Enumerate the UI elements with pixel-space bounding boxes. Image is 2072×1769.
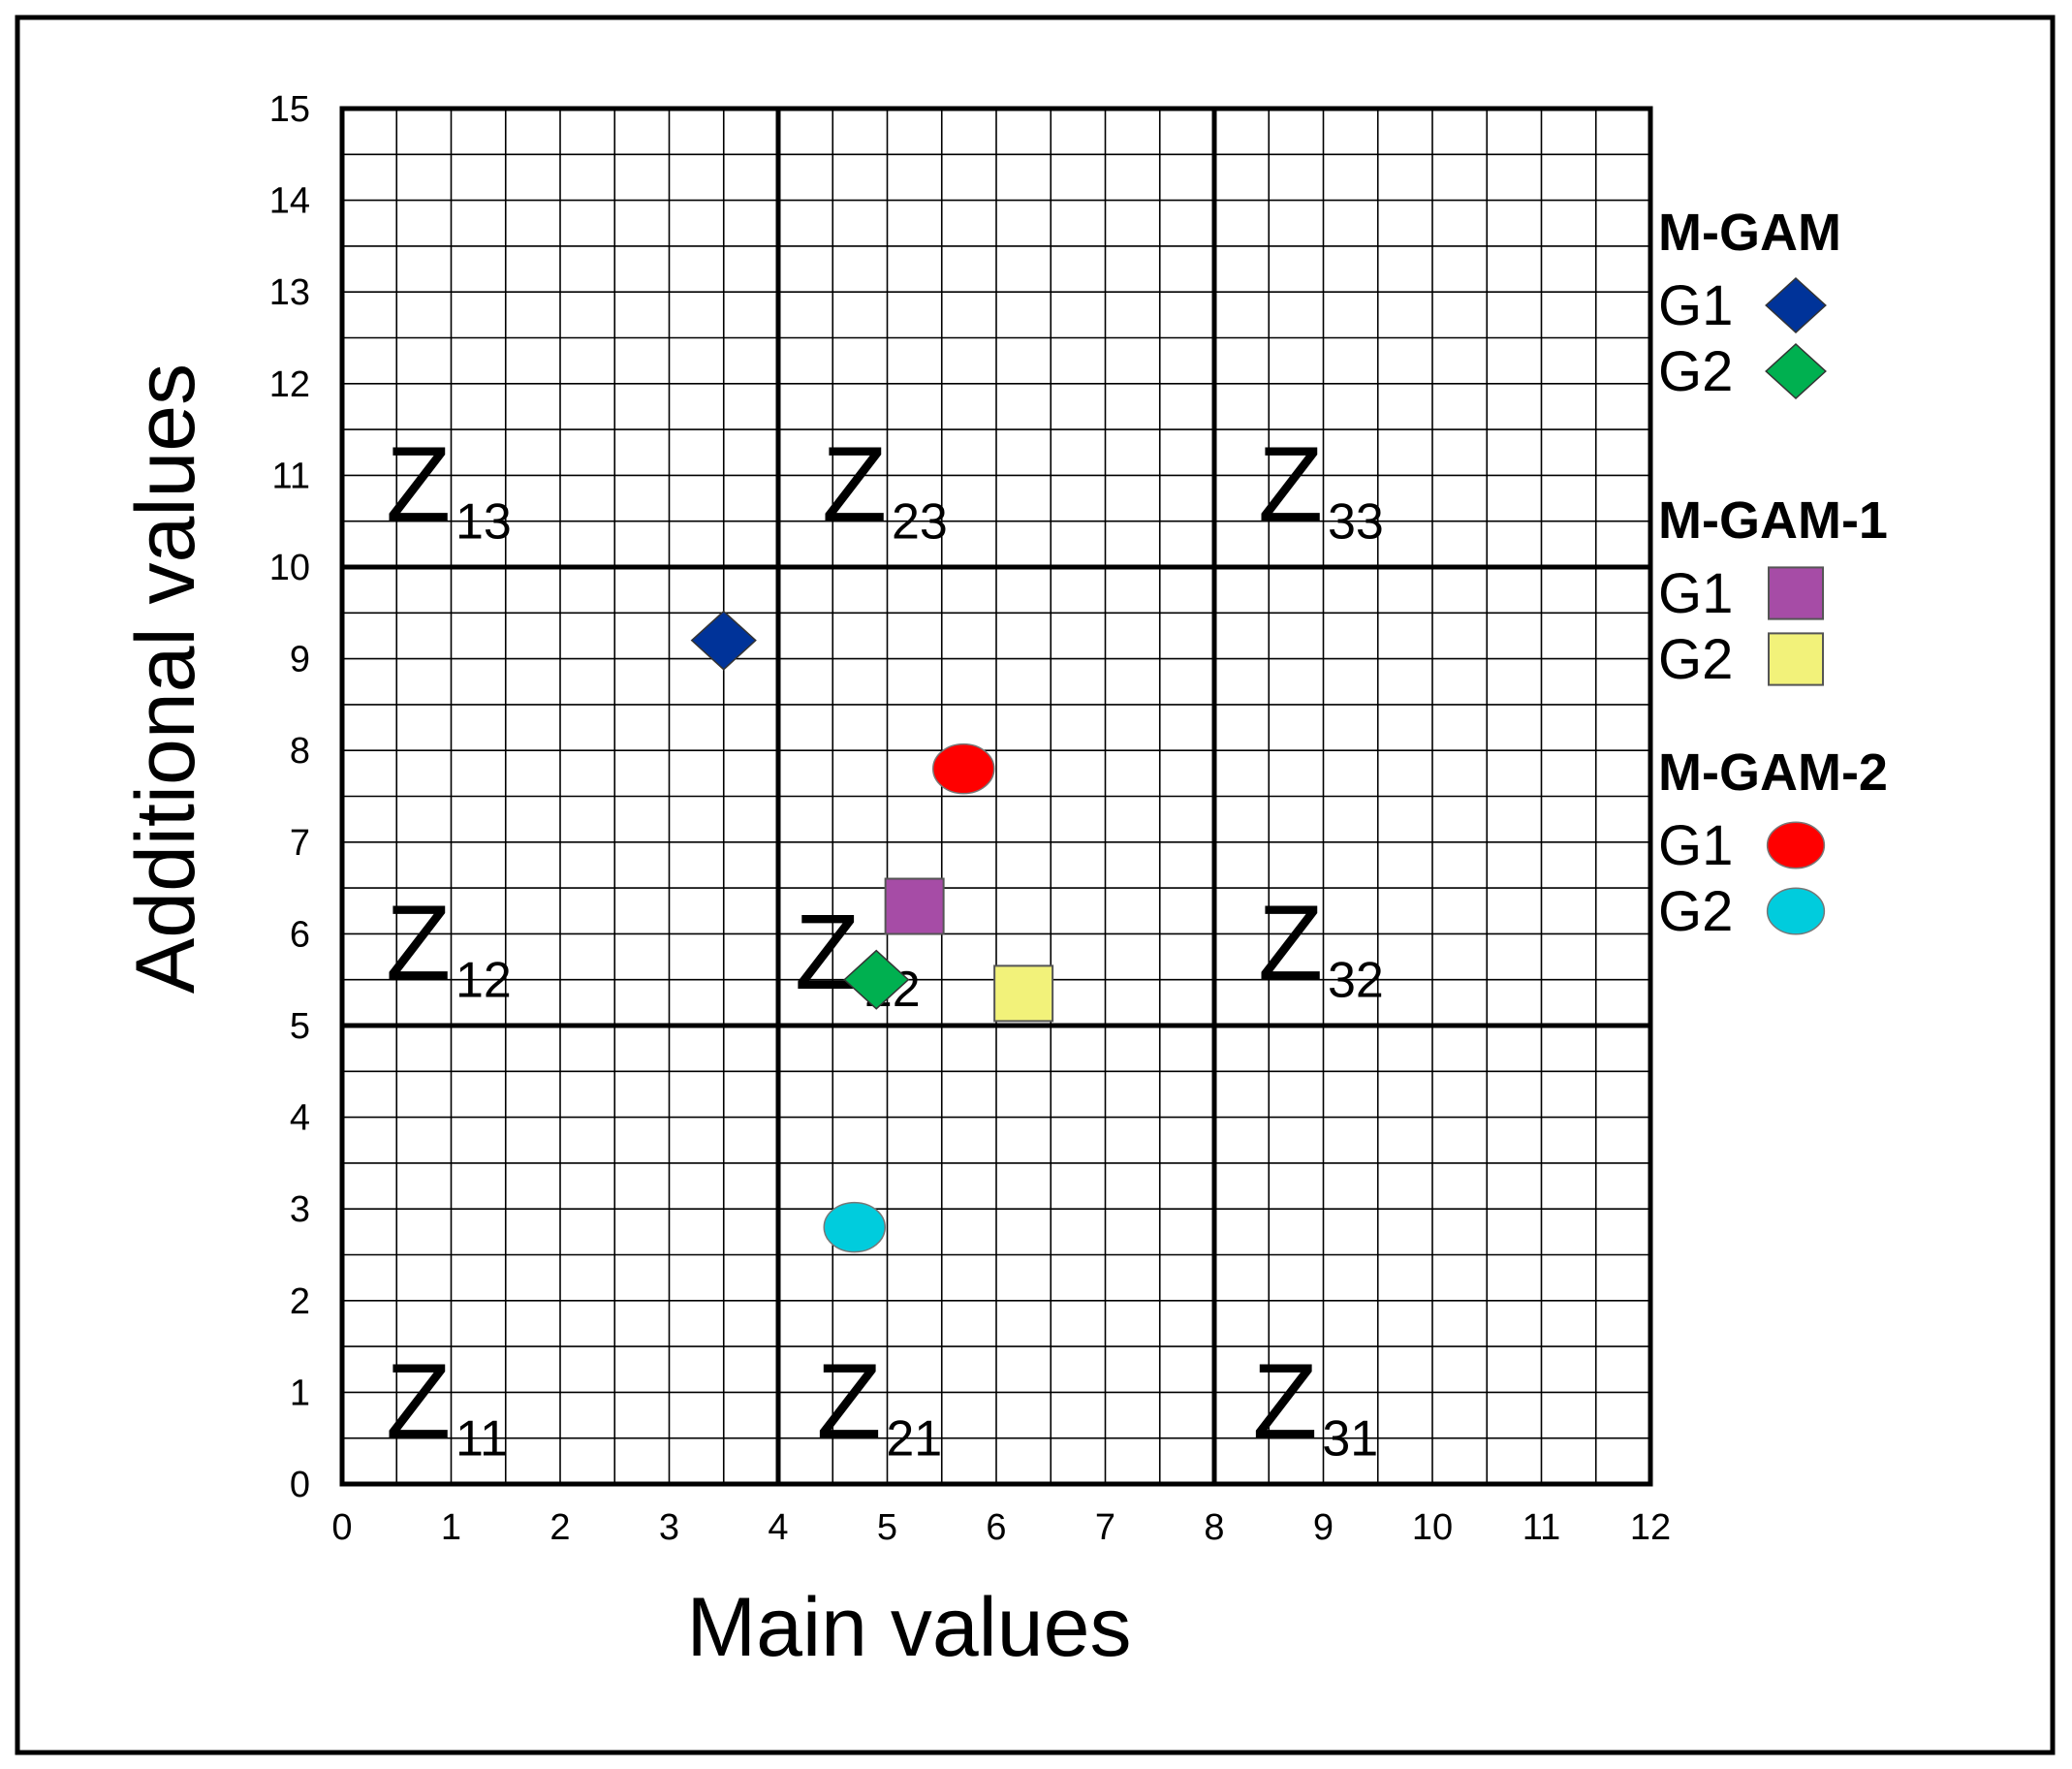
x-tick-label: 9 bbox=[1313, 1507, 1334, 1548]
x-axis-title: Main values bbox=[687, 1581, 1132, 1674]
x-tick-label: 5 bbox=[877, 1507, 897, 1548]
y-tick-label: 6 bbox=[290, 914, 310, 955]
zone-label-main: Z bbox=[1258, 426, 1323, 545]
x-tick-label: 10 bbox=[1412, 1507, 1453, 1548]
minor-grid bbox=[342, 109, 1650, 1484]
zone-label-main: Z bbox=[386, 884, 451, 1003]
y-tick-label: 8 bbox=[290, 731, 310, 772]
legend-group-title: M-GAM-2 bbox=[1658, 743, 1888, 802]
y-tick-label: 2 bbox=[290, 1281, 310, 1322]
legend-entry: G1 bbox=[1658, 562, 1824, 625]
x-tick-label: 2 bbox=[549, 1507, 570, 1548]
y-tick-label: 13 bbox=[269, 272, 310, 313]
zone-label-main: Z bbox=[822, 426, 887, 545]
x-tick-label: 0 bbox=[331, 1507, 352, 1548]
y-tick-label: 14 bbox=[269, 181, 310, 222]
y-tick-label: 11 bbox=[272, 456, 310, 496]
zone-label: Z 12 bbox=[386, 884, 512, 1009]
data-point-diamond bbox=[690, 610, 757, 671]
x-tick-label: 7 bbox=[1095, 1507, 1115, 1548]
plot-border bbox=[339, 106, 1653, 1487]
legend-entry-label: G1 bbox=[1658, 814, 1733, 877]
y-tick-label: 3 bbox=[290, 1189, 310, 1230]
legend-entry-label: G2 bbox=[1658, 340, 1733, 403]
x-tick-label: 1 bbox=[441, 1507, 461, 1548]
zone-label-subscript: 12 bbox=[455, 953, 512, 1009]
zone-label-subscript: 21 bbox=[886, 1411, 942, 1468]
y-tick-label: 12 bbox=[269, 364, 310, 405]
zone-label: Z 33 bbox=[1258, 426, 1384, 551]
zone-label: Z 11 bbox=[386, 1343, 508, 1468]
legend-marker-circle bbox=[1766, 887, 1826, 935]
zone-label-main: Z bbox=[1252, 1343, 1317, 1462]
legend-entry-label: G2 bbox=[1658, 628, 1733, 691]
data-points bbox=[690, 610, 1054, 1253]
data-point-square bbox=[993, 964, 1054, 1023]
zone-label-subscript: 32 bbox=[1328, 953, 1384, 1009]
x-tick-label: 11 bbox=[1523, 1507, 1560, 1548]
zone-label-main: Z bbox=[386, 426, 451, 545]
zone-label-subscript: 13 bbox=[455, 494, 512, 551]
zone-labels: Z13Z23Z33Z12Z22Z32Z11Z21Z31 bbox=[386, 426, 1384, 1468]
legend-entry: G2 bbox=[1658, 880, 1826, 943]
y-tick-label: 15 bbox=[269, 89, 310, 130]
zone-label-subscript: 11 bbox=[455, 1411, 508, 1468]
x-tick-label: 6 bbox=[986, 1507, 1006, 1548]
y-tick-label: 7 bbox=[290, 823, 310, 864]
x-tick-label: 3 bbox=[659, 1507, 679, 1548]
y-tick-label: 1 bbox=[290, 1373, 310, 1413]
outer-frame bbox=[15, 15, 2056, 1755]
zone-label: Z 21 bbox=[816, 1343, 942, 1468]
x-tick-label: 4 bbox=[768, 1507, 788, 1548]
data-point-circle bbox=[932, 742, 995, 795]
legend-group-title: M-GAM bbox=[1658, 204, 1841, 262]
legend-marker-diamond bbox=[1765, 276, 1827, 334]
y-tick-label: 5 bbox=[290, 1006, 310, 1047]
zone-label-subscript: 31 bbox=[1322, 1411, 1378, 1468]
y-tick-label: 9 bbox=[290, 640, 310, 680]
data-point-circle bbox=[823, 1201, 886, 1253]
legend-entry: G2 bbox=[1658, 628, 1824, 691]
legend-marker-circle bbox=[1766, 821, 1826, 869]
zone-label-main: Z bbox=[386, 1343, 451, 1462]
zone-label: Z 13 bbox=[386, 426, 512, 551]
legend-entry-label: G2 bbox=[1658, 880, 1733, 943]
x-tick-label: 8 bbox=[1204, 1507, 1224, 1548]
x-tick-labels: 0 1 2 3 4 5 6 7 8 9 10 11 12 bbox=[331, 1507, 1671, 1548]
y-tick-label: 10 bbox=[269, 548, 310, 588]
legend-entry-label: G1 bbox=[1658, 274, 1733, 337]
legend-entry: G1 bbox=[1658, 274, 1827, 337]
legend-entry: G2 bbox=[1658, 340, 1827, 403]
zone-label-main: Z bbox=[816, 1343, 881, 1462]
data-point-square bbox=[884, 877, 945, 935]
legend-group-title: M-GAM-1 bbox=[1658, 491, 1888, 550]
legend-marker-square bbox=[1768, 566, 1824, 620]
legend-marker-diamond bbox=[1765, 342, 1827, 400]
zone-label: Z 23 bbox=[822, 426, 948, 551]
zone-label-main: Z bbox=[795, 893, 860, 1012]
x-tick-label: 12 bbox=[1630, 1507, 1671, 1548]
y-tick-label: 4 bbox=[290, 1098, 310, 1139]
legend-entry-label: G1 bbox=[1658, 562, 1733, 625]
legend-marker-square bbox=[1768, 632, 1824, 686]
y-tick-label: 0 bbox=[290, 1465, 310, 1505]
zone-label-subscript: 33 bbox=[1328, 494, 1384, 551]
zone-label: Z 31 bbox=[1252, 1343, 1378, 1468]
data-point-diamond bbox=[843, 949, 910, 1010]
zone-label: Z 32 bbox=[1258, 884, 1384, 1009]
y-axis-title: Additional values bbox=[119, 363, 212, 994]
zone-label-main: Z bbox=[1258, 884, 1323, 1003]
zone-label-subscript: 23 bbox=[892, 494, 948, 551]
zone-dividers bbox=[342, 109, 1650, 1484]
legend-entry: G1 bbox=[1658, 814, 1826, 877]
